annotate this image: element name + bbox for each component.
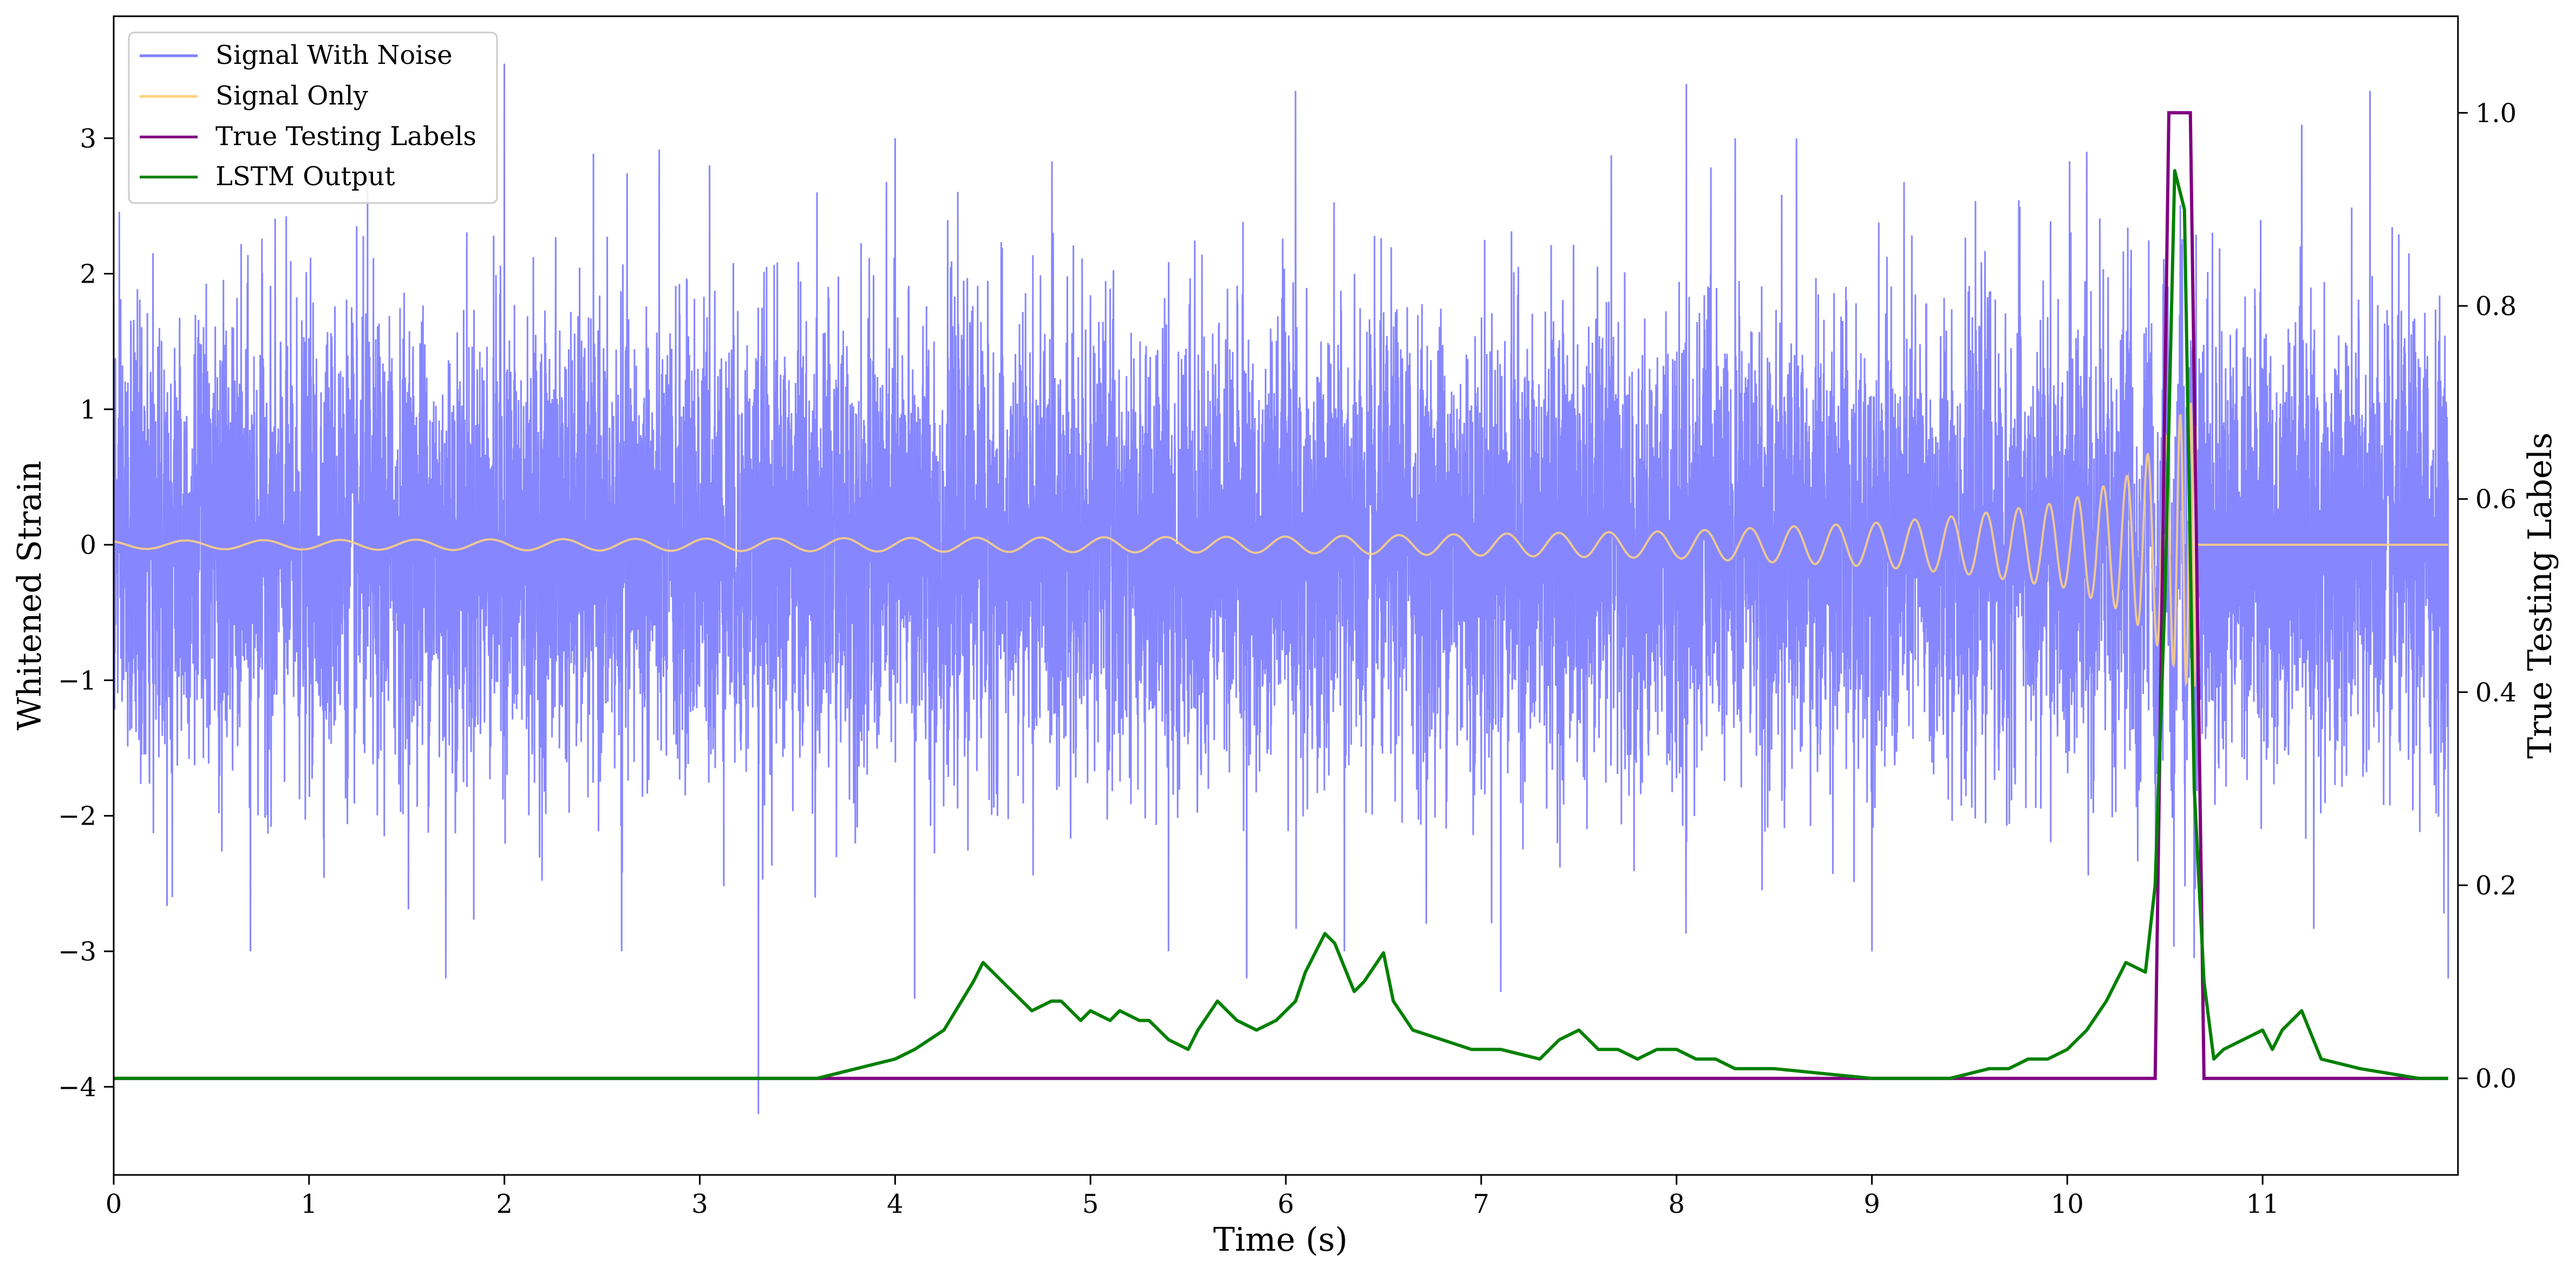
legend: Signal With Noise Signal Only True Testi… — [128, 31, 498, 204]
right-y-axis-label: True Testing Labels — [2521, 433, 2559, 759]
legend-box — [128, 31, 498, 204]
x-tick-label: 2 — [496, 1189, 513, 1219]
series-layer — [114, 63, 2449, 1114]
left-y-axis-ticks: −4 −3 −2 −1 0 1 2 3 — [58, 123, 114, 1102]
x-tick-label: 4 — [887, 1189, 904, 1219]
left-y-tick-label: −1 — [58, 665, 96, 696]
left-y-tick-label: 1 — [80, 395, 96, 425]
x-tick-label: 7 — [1473, 1189, 1490, 1219]
left-y-tick-label: 2 — [80, 259, 96, 290]
left-y-tick-label: −2 — [58, 801, 96, 832]
series-signal-only — [114, 402, 2448, 687]
x-tick-label: 6 — [1278, 1189, 1294, 1219]
right-y-tick-label: 0.0 — [2475, 1064, 2516, 1094]
right-y-tick-label: 0.2 — [2475, 871, 2516, 901]
series-signal-with-noise — [114, 63, 2449, 1114]
x-tick-label: 10 — [2051, 1189, 2084, 1219]
right-y-tick-label: 0.8 — [2475, 291, 2516, 322]
right-y-tick-label: 1.0 — [2475, 98, 2516, 128]
left-y-tick-label: 3 — [80, 123, 96, 154]
x-tick-label: 3 — [691, 1189, 708, 1219]
right-y-axis-ticks: 0.0 0.2 0.4 0.6 0.8 1.0 — [2458, 98, 2516, 1094]
left-y-tick-label: 0 — [80, 530, 96, 560]
x-tick-label: 11 — [2246, 1189, 2279, 1219]
x-tick-label: 0 — [106, 1189, 122, 1219]
left-y-tick-label: −3 — [58, 937, 96, 967]
legend-label-signal-only: Signal Only — [215, 81, 368, 111]
x-tick-label: 1 — [301, 1189, 318, 1219]
x-tick-label: 5 — [1082, 1189, 1099, 1219]
legend-label-signal-with-noise: Signal With Noise — [215, 40, 453, 70]
legend-label-true-testing-labels: True Testing Labels — [215, 121, 476, 152]
x-tick-label: 8 — [1668, 1189, 1685, 1219]
x-axis-ticks: 0 1 2 3 4 5 6 7 8 9 10 11 — [106, 1175, 2279, 1219]
right-y-tick-label: 0.6 — [2475, 485, 2516, 515]
legend-label-lstm-output: LSTM Output — [215, 161, 395, 192]
left-y-tick-label: −4 — [58, 1072, 96, 1102]
series-lstm-output — [114, 169, 2448, 1080]
left-y-axis-label: Whitened Strain — [11, 461, 49, 730]
x-tick-label: 9 — [1864, 1189, 1880, 1219]
x-axis-label: Time (s) — [1213, 1221, 1348, 1259]
right-y-tick-label: 0.4 — [2475, 677, 2516, 708]
series-true-testing-labels — [114, 111, 2448, 1080]
